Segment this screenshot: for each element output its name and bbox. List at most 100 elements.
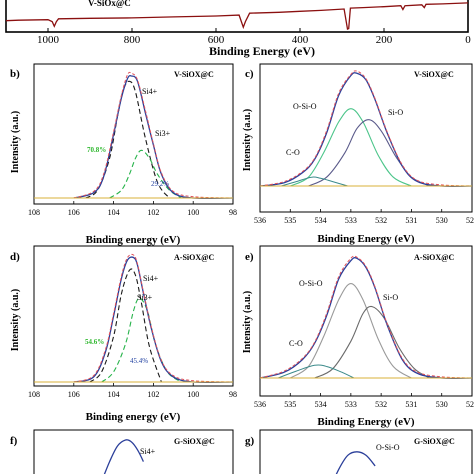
panel-c-series-raw xyxy=(259,70,473,187)
panel-g-title: G-SiOX@C xyxy=(414,437,455,446)
panel-b-label: b) xyxy=(10,68,20,80)
panel-c-x-ticks: 536 535 534 533 532 531 530 529 xyxy=(254,209,474,225)
panel-g-label: g) xyxy=(245,435,255,447)
panel-g-frame xyxy=(259,429,473,474)
panel-c-xlabel: Binding Energy (eV) xyxy=(317,233,415,245)
panel-e: e) Intensity (a.u.) A-SiOX@C O-Si-O Si-O… xyxy=(242,245,474,428)
top-frame xyxy=(5,0,469,33)
panel-e-ylabel: Intensity (a.u.) xyxy=(242,291,253,354)
panel-f-series-fit xyxy=(103,439,144,474)
panel-b-annot-si4: Si4+ xyxy=(142,87,158,96)
panel-b-series-raw xyxy=(73,71,234,199)
top-tick-label: 1000 xyxy=(37,34,60,46)
panel-b-tick-label: 102 xyxy=(147,208,159,217)
panel-c-tick-label: 530 xyxy=(436,216,448,225)
panel-d-series-fit xyxy=(73,256,234,384)
top-tick-label: 0 xyxy=(465,34,471,46)
panel-c: c) Intensity (a.u.) V-SiOX@C O-Si-O Si-O… xyxy=(242,63,474,245)
panel-b-tick-label: 100 xyxy=(187,208,199,217)
panel-c-tick-label: 531 xyxy=(405,216,417,225)
panel-c-series-fit xyxy=(259,72,473,187)
panel-c-tick-label: 535 xyxy=(284,216,296,225)
panel-b-tick-label: 98 xyxy=(229,208,237,217)
panel-d-annot-si4: Si4+ xyxy=(143,274,159,283)
panel-e-title: A-SiOX@C xyxy=(414,253,455,262)
panel-f-annot-si4: Si4+ xyxy=(140,447,156,456)
panel-c-annot-co: C-O xyxy=(286,148,300,157)
panel-c-tick-label: 534 xyxy=(315,216,327,225)
panel-b-frame xyxy=(33,63,234,205)
panel-d-series-si3- xyxy=(101,297,182,383)
panel-c-title: V-SiOX@C xyxy=(414,70,454,79)
panel-e-tick-label: 532 xyxy=(375,400,387,409)
panel-d-tick-label: 98 xyxy=(229,390,237,399)
panel-d-series-si4- xyxy=(89,268,162,383)
panel-e-xlabel: Binding Energy (eV) xyxy=(317,416,415,428)
panel-c-tick-label: 532 xyxy=(375,216,387,225)
panel-g-annot-osio: O-Si-O xyxy=(376,443,400,452)
panel-b: b) Intensity (a.u.) V-SiOX@C Si4+ Si3+ 7… xyxy=(10,63,237,246)
panel-c-series-o-si-o xyxy=(290,108,412,187)
panel-c-ylabel: Intensity (a.u.) xyxy=(242,109,253,172)
panel-f-curves xyxy=(103,439,144,474)
panel-g-curves xyxy=(335,451,376,474)
panel-c-series-c-o xyxy=(281,176,348,187)
top-x-ticks: 1000 800 600 400 200 0 xyxy=(37,28,471,46)
panel-e-label: e) xyxy=(245,251,254,263)
top-tick-label: 200 xyxy=(376,34,393,46)
panel-e-series-c-o xyxy=(278,364,355,379)
panel-d-ylabel: Intensity (a.u.) xyxy=(10,289,21,352)
panel-d-x-ticks: 108 106 104 102 100 98 xyxy=(28,383,237,399)
panel-b-ylabel: Intensity (a.u.) xyxy=(10,111,21,174)
panel-e-tick-label: 531 xyxy=(405,400,417,409)
panel-e-tick-label: 535 xyxy=(284,400,296,409)
panel-b-tick-label: 108 xyxy=(28,208,40,217)
panel-b-series-si3- xyxy=(109,149,182,199)
panel-e-frame xyxy=(259,245,473,397)
panel-e-curves xyxy=(259,255,473,380)
top-survey-line xyxy=(5,2,469,31)
panel-e-x-ticks: 536 535 534 533 532 531 530 529 xyxy=(254,393,474,409)
top-tick-label: 600 xyxy=(208,34,225,46)
panel-e-annot-osio: O-Si-O xyxy=(299,279,323,288)
panel-b-annot-pct1: 70.8% xyxy=(87,146,106,154)
panel-d-title: A-SiOX@C xyxy=(174,253,215,262)
panel-d-annot-pct2: 45.4% xyxy=(130,357,148,365)
panel-c-annot-sio: Si-O xyxy=(388,108,403,117)
panel-f-title: G-SiOX@C xyxy=(174,437,215,446)
panel-e-annot-sio: Si-O xyxy=(383,293,398,302)
panel-c-tick-label: 533 xyxy=(345,216,357,225)
panel-g: g) G-SiOX@C O-Si-O xyxy=(245,429,473,474)
panel-e-tick-label: 533 xyxy=(345,400,357,409)
panel-d-tick-label: 100 xyxy=(187,390,199,399)
top-tick-label: 800 xyxy=(124,34,141,46)
panel-e-series-raw xyxy=(259,255,473,379)
panel-b-series-fit xyxy=(73,75,234,200)
panel-e-series-fit xyxy=(259,257,473,380)
panel-f-frame xyxy=(33,429,234,474)
panel-d-tick-label: 104 xyxy=(108,390,120,399)
panel-b-tick-label: 106 xyxy=(68,208,80,217)
panel-b-tick-label: 104 xyxy=(108,208,120,217)
panel-e-tick-label: 530 xyxy=(436,400,448,409)
panel-d-curves xyxy=(34,253,234,384)
panel-e-series-o-si-o xyxy=(290,283,412,379)
panel-d-frame xyxy=(33,245,234,387)
panel-d-tick-label: 102 xyxy=(147,390,159,399)
panel-c-frame xyxy=(259,63,473,213)
panel-e-annot-co: C-O xyxy=(289,339,303,348)
panel-c-tick-label: 529 xyxy=(466,216,474,225)
panel-f: f) G-SiOX@C Si4+ xyxy=(10,429,234,474)
panel-c-label: c) xyxy=(245,68,254,80)
panel-b-annot-pct2: 29.2% xyxy=(151,180,169,188)
panel-d: d) Intensity (a.u.) A-SiOX@C Si4+ Si3+ 5… xyxy=(10,245,237,423)
panel-f-label: f) xyxy=(10,435,18,447)
panel-c-tick-label: 536 xyxy=(254,216,266,225)
panel-d-xlabel: Binding energy (eV) xyxy=(86,411,181,423)
panel-e-tick-label: 536 xyxy=(254,400,266,409)
panel-b-annot-si3: Si3+ xyxy=(155,129,171,138)
panel-d-tick-label: 108 xyxy=(28,390,40,399)
panel-c-annot-osio: O-Si-O xyxy=(293,102,317,111)
panel-b-title: V-SiOX@C xyxy=(174,70,214,79)
